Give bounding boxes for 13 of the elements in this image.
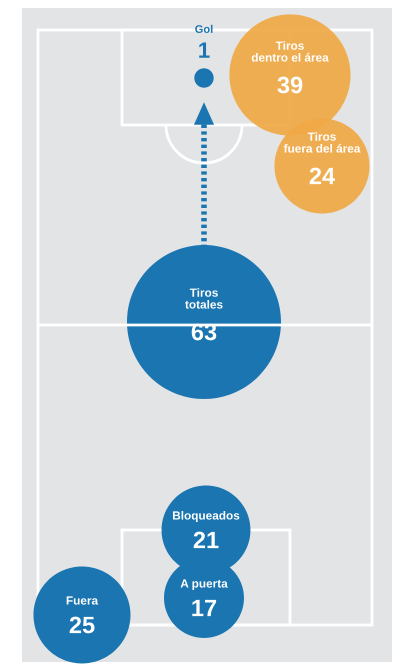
category-label: Bloqueados	[173, 510, 240, 522]
category-label: A puerta	[180, 579, 228, 590]
category-label: Tiros dentro el área	[252, 41, 329, 62]
category-label: Fuera	[66, 596, 98, 605]
category-label: Tiros fuera del área	[284, 132, 360, 153]
data-label: 17	[192, 600, 216, 616]
data-label: 39	[277, 76, 302, 94]
data-label: 25	[70, 616, 94, 634]
category-label: Gol	[195, 24, 212, 33]
data-label: 1	[199, 42, 210, 58]
category-label: Tiros totales	[185, 288, 223, 309]
data-label: 21	[194, 532, 218, 548]
data-label: 24	[310, 168, 336, 184]
